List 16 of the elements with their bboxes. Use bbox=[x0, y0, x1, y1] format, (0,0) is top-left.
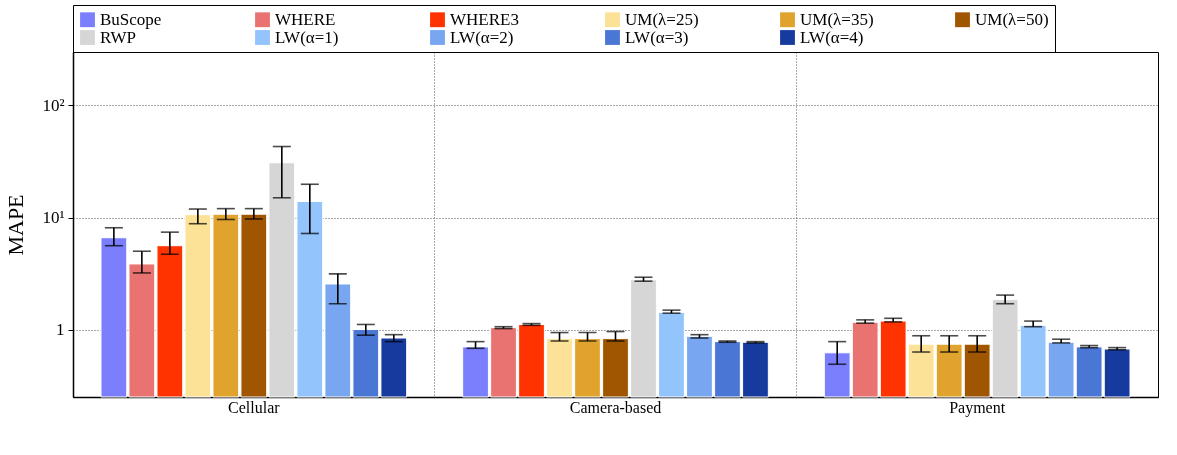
legend-label: LW(α=2) bbox=[450, 27, 514, 47]
x-tick-label: Cellular bbox=[228, 398, 281, 416]
legend-label: UM(λ=35) bbox=[800, 9, 874, 29]
x-tick-label: Payment bbox=[949, 398, 1006, 417]
legend-label: WHERE3 bbox=[450, 9, 519, 29]
y-tick-label: 10¹ bbox=[42, 208, 65, 227]
legend-label: UM(λ=25) bbox=[625, 9, 699, 29]
x-tick-label: Camera-based bbox=[569, 398, 662, 416]
y-tick-label: 10² bbox=[42, 95, 65, 115]
legend-label: BuScope bbox=[100, 9, 162, 29]
y-tick-label: 1 bbox=[56, 320, 65, 340]
y-axis-title: MAPE bbox=[3, 194, 29, 256]
legend-label: RWP bbox=[100, 27, 136, 47]
legend-label: UM(λ=50) bbox=[975, 9, 1049, 29]
legend-label: WHERE bbox=[275, 9, 336, 29]
legend-label: LW(α=1) bbox=[275, 27, 339, 47]
